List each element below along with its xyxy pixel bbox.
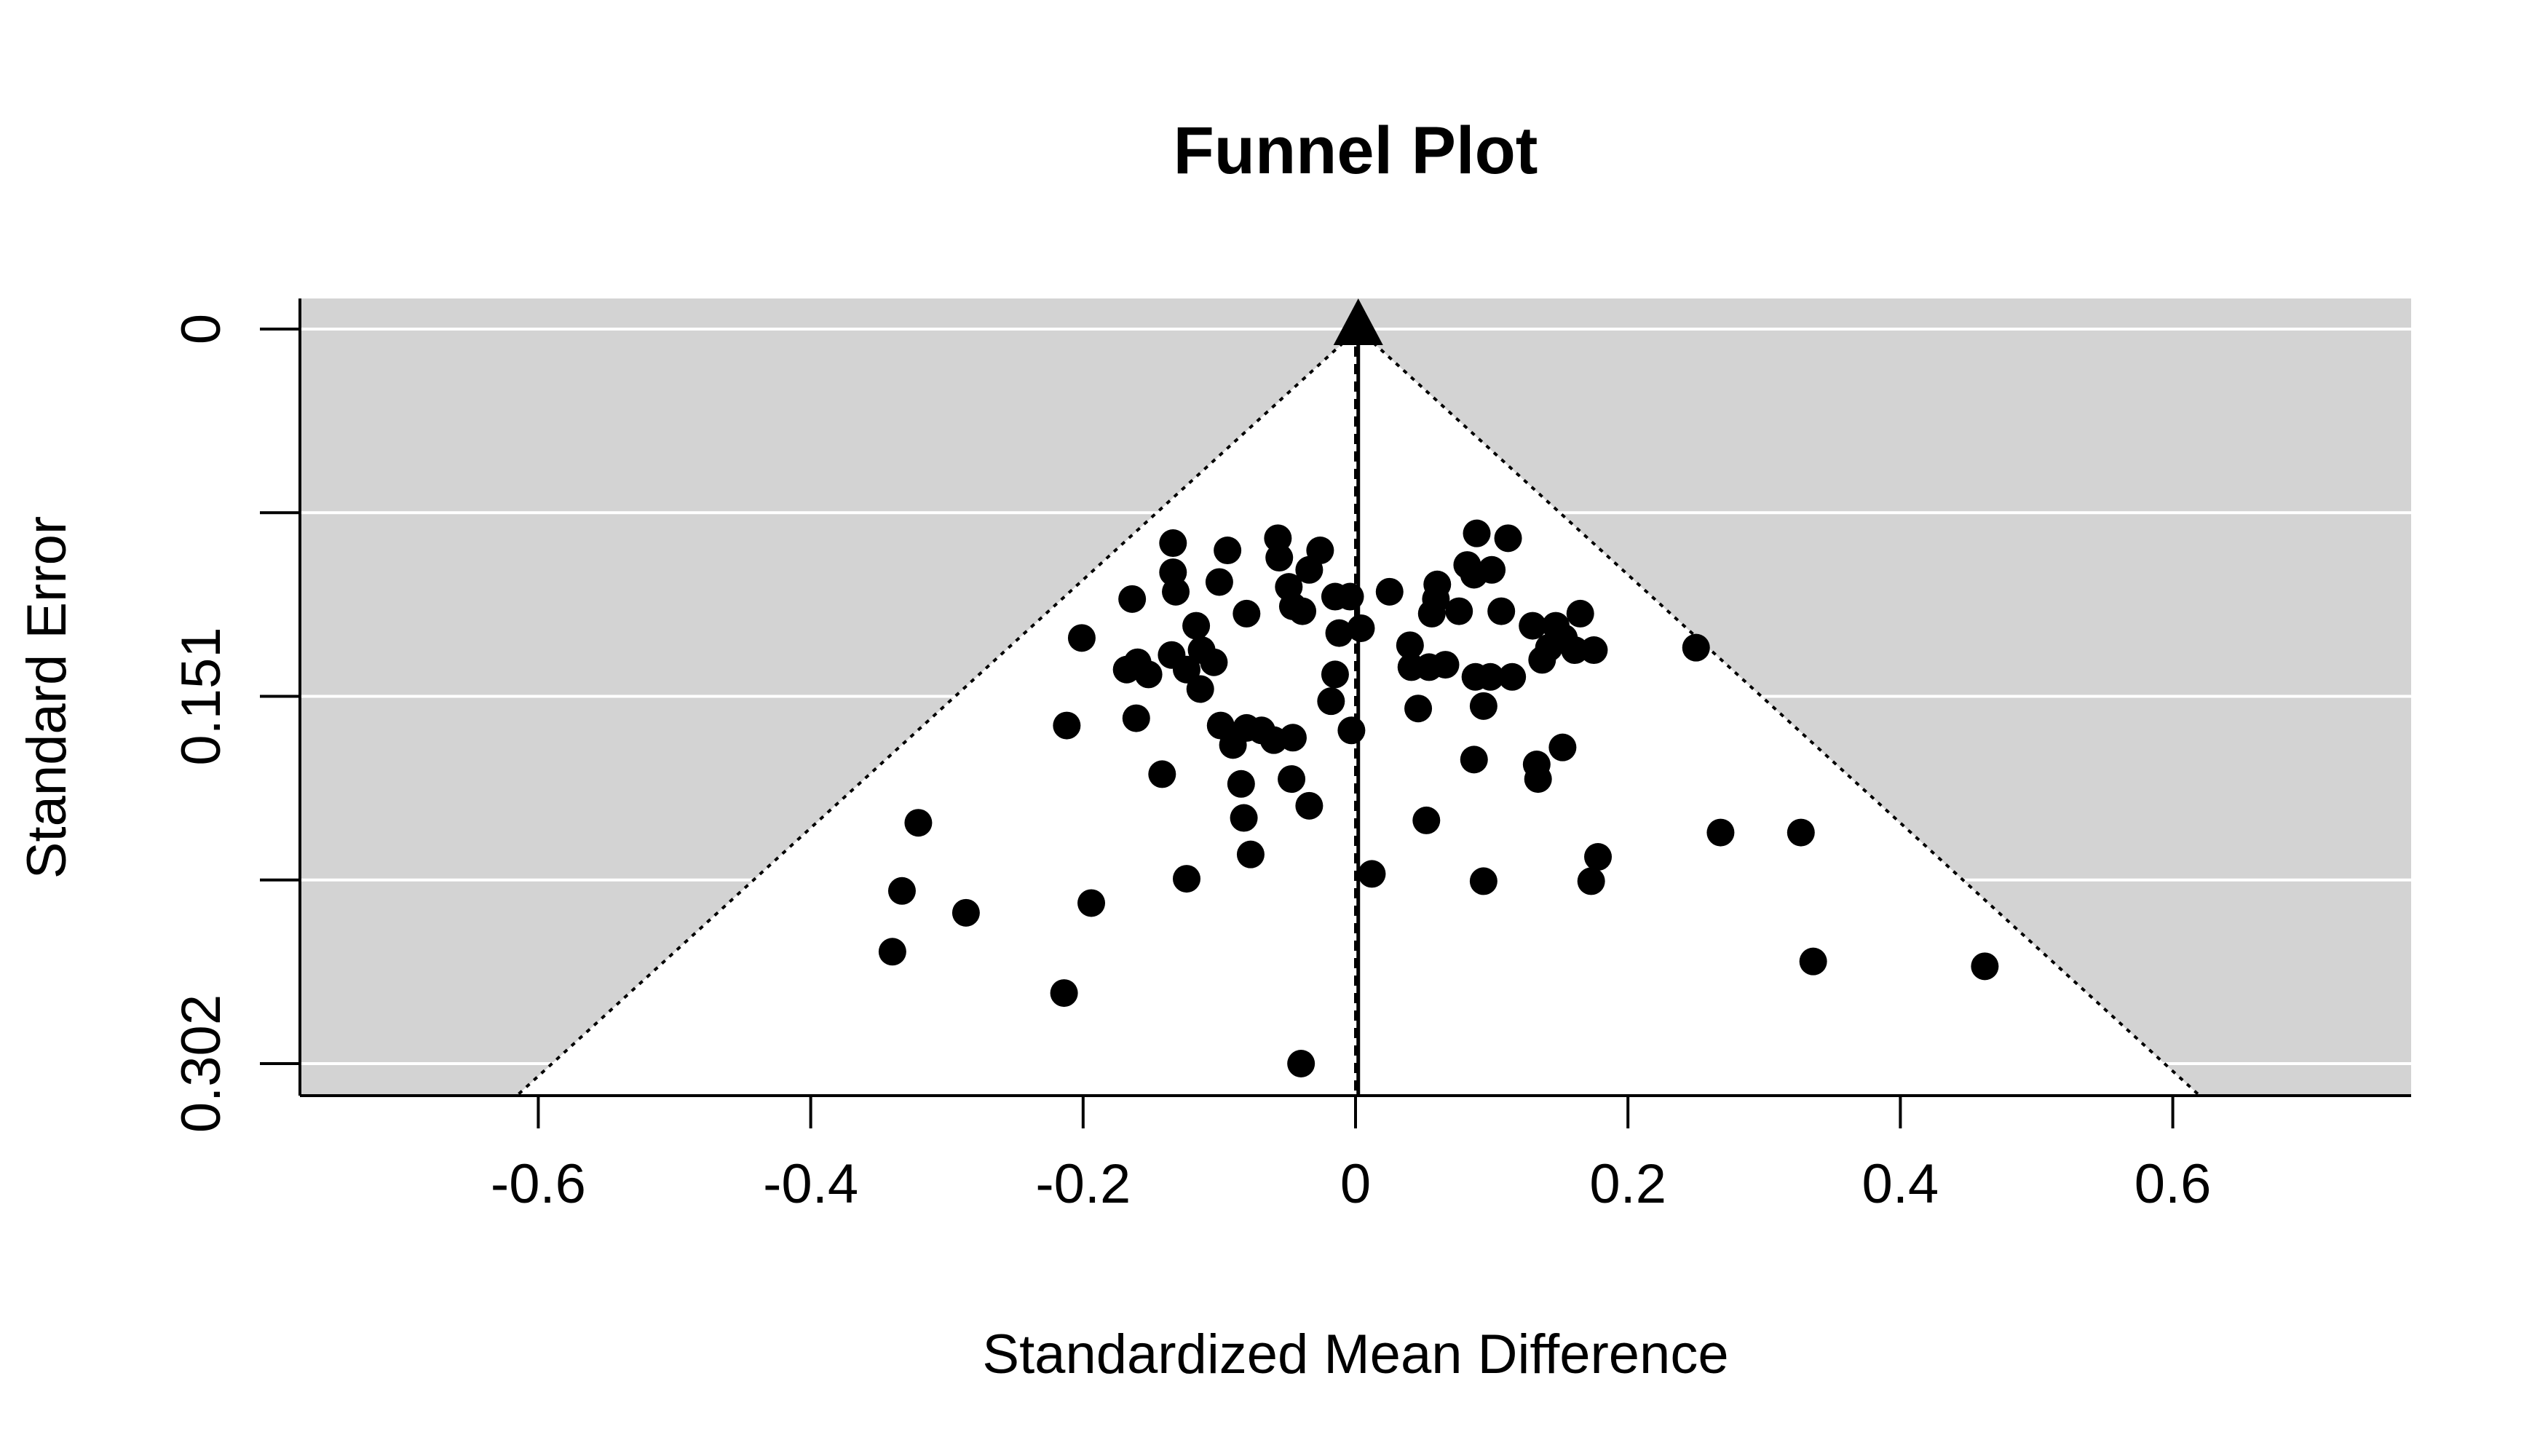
study-point-3	[1118, 585, 1147, 613]
study-point-4	[1214, 537, 1242, 565]
study-point-57	[1519, 612, 1547, 640]
x-tick-label-3: 0	[1340, 1153, 1371, 1215]
study-point-41	[1227, 769, 1255, 798]
study-point-56	[1487, 597, 1516, 625]
x-tick-label-6: 0.6	[2134, 1153, 2212, 1215]
study-point-59	[1566, 599, 1594, 628]
study-point-13	[1306, 537, 1334, 565]
study-point-30	[1317, 687, 1345, 716]
study-point-51	[1478, 555, 1506, 584]
study-point-25	[1134, 660, 1163, 689]
y-tick-label-0: 0	[170, 314, 232, 344]
funnel-right-line	[1357, 328, 2201, 1097]
study-point-91	[878, 938, 906, 966]
study-point-28	[1186, 675, 1214, 703]
study-point-8	[1265, 544, 1294, 572]
study-points	[878, 519, 1999, 1077]
study-point-16	[1336, 582, 1364, 611]
study-point-40	[1148, 760, 1176, 788]
chart-title: Funnel Plot	[1174, 114, 1538, 188]
study-point-31	[1337, 716, 1366, 745]
summary-estimate-marker	[1333, 298, 1383, 345]
study-point-73	[1469, 692, 1497, 720]
study-point-85	[1787, 818, 1815, 847]
y-tick-label-2: 0.302	[170, 994, 232, 1133]
study-point-55	[1445, 597, 1473, 625]
study-point-43	[1278, 765, 1306, 794]
study-point-83	[1358, 860, 1386, 888]
study-point-86	[1799, 947, 1827, 976]
study-point-42	[1230, 804, 1258, 832]
study-point-32	[1122, 704, 1150, 732]
study-point-80	[1584, 843, 1613, 871]
study-point-27	[1173, 655, 1200, 684]
study-point-79	[1412, 806, 1441, 834]
x-tick-label-0: -0.6	[491, 1153, 586, 1215]
y-axis-label: Standard Error	[16, 516, 78, 879]
study-point-47	[1463, 519, 1491, 547]
study-point-29	[1321, 660, 1349, 689]
study-point-6	[1233, 599, 1261, 628]
study-point-20	[1182, 612, 1211, 640]
study-point-64	[1528, 646, 1556, 674]
y-tick-label-1: 0.151	[170, 627, 232, 765]
study-point-17	[1347, 614, 1375, 642]
study-point-94	[1287, 1050, 1315, 1077]
study-point-89	[887, 877, 916, 905]
x-tick-label-4: 0.2	[1589, 1153, 1666, 1215]
study-point-82	[1469, 867, 1497, 895]
study-point-54	[1417, 599, 1446, 628]
x-tick-label-5: 0.4	[1862, 1153, 1939, 1215]
study-point-22	[1200, 648, 1228, 676]
study-point-0	[1159, 529, 1187, 558]
study-point-63	[1580, 636, 1608, 665]
study-point-62	[1561, 636, 1589, 665]
study-point-81	[1577, 867, 1605, 895]
study-point-48	[1494, 524, 1522, 553]
study-point-71	[1498, 662, 1527, 691]
x-tick-label-1: -0.4	[763, 1153, 858, 1215]
study-point-78	[1524, 765, 1552, 794]
study-point-84	[1706, 818, 1735, 847]
y-axis-ticks: 0 0.151 0.302	[170, 314, 300, 1133]
study-point-45	[1236, 840, 1265, 869]
study-point-72	[1404, 695, 1433, 723]
study-point-75	[1460, 745, 1488, 774]
study-point-88	[904, 809, 933, 837]
study-point-93	[1050, 979, 1078, 1008]
funnel-left-line	[515, 328, 1360, 1097]
study-point-90	[951, 898, 980, 927]
study-point-46	[1173, 865, 1200, 893]
study-point-68	[1431, 651, 1460, 679]
study-point-11	[1289, 597, 1317, 625]
x-tick-label-2: -0.2	[1035, 1153, 1131, 1215]
study-point-39	[1278, 724, 1307, 752]
study-point-19	[1067, 624, 1096, 652]
x-axis-label: Standardized Mean Difference	[982, 1324, 1728, 1385]
study-point-74	[1682, 633, 1710, 662]
study-point-70	[1476, 662, 1505, 691]
study-point-15	[1325, 619, 1353, 647]
funnel-boundary-lines	[515, 328, 2201, 1097]
study-point-76	[1548, 733, 1577, 761]
study-point-65	[1396, 631, 1424, 660]
study-point-44	[1295, 791, 1324, 820]
study-point-33	[1053, 711, 1081, 740]
study-point-92	[1077, 889, 1106, 917]
study-point-5	[1205, 568, 1233, 596]
study-point-2	[1162, 577, 1190, 606]
study-point-18	[1375, 577, 1404, 606]
study-point-87	[1971, 952, 1999, 981]
x-axis-ticks: -0.6 -0.4 -0.2 0 0.2 0.4 0.6	[491, 1096, 2211, 1215]
